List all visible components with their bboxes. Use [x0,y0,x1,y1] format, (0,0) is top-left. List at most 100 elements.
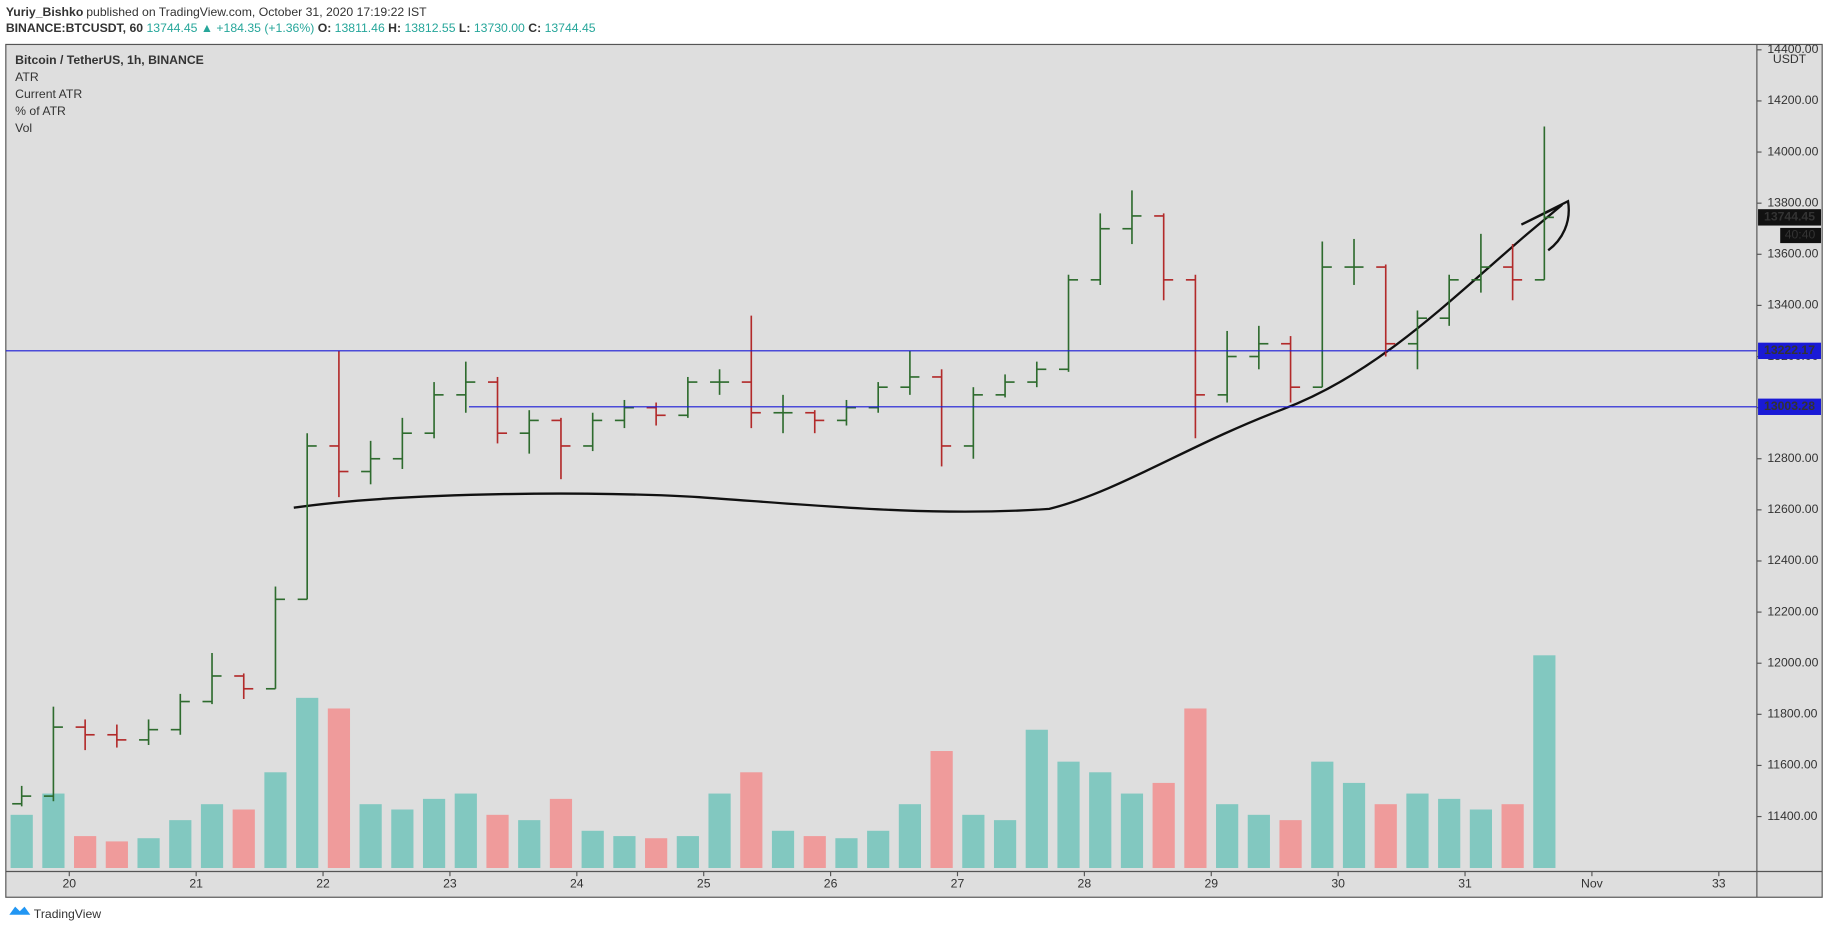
volume-bar [581,830,604,868]
x-tick-label: 30 [1331,877,1345,891]
logo [9,906,31,915]
volume-bar [1216,804,1239,868]
symbol-line: BINANCE:BTCUSDT, 60 13744.45 ▲ +184.35 (… [6,21,596,35]
x-tick-label: 27 [951,877,965,891]
volume-bar [867,830,890,868]
y-tick-label: 13800.00 [1767,195,1818,209]
volume-bar [1279,820,1302,868]
y-tick-label: 12400.00 [1767,553,1818,567]
volume-bar [359,804,382,868]
volume-bar [169,820,192,868]
x-tick-label: 33 [1712,877,1726,891]
volume-bar [1025,729,1048,868]
volume-bar [200,804,224,868]
volume-bar [835,838,858,868]
x-tick-label: 31 [1458,877,1472,891]
volume-bar [708,793,731,868]
header-text: 13744.45 [545,21,596,35]
x-tick-label: 20 [62,877,76,891]
volume-bar [1057,761,1080,868]
level-tag [1758,342,1822,360]
plot-area [5,44,1757,872]
y-tick-label: 14400.00 [1767,42,1818,56]
price-axis [1756,44,1823,872]
volume-bar [1152,782,1175,868]
header-text: BINANCE:BTCUSDT, 60 [6,21,143,35]
y-tick-label: 13400.00 [1767,298,1818,312]
volume-bar [1184,708,1207,868]
volume-bar [1438,798,1461,868]
volume-bar [1247,814,1270,868]
volume-bar [391,809,414,868]
header-text: 13730.00 [474,21,525,35]
countdown-tag [1780,227,1822,244]
volume-bar [486,814,509,868]
x-tick-label: 23 [443,877,457,891]
volume-bar [454,793,477,868]
volume-bar [1311,761,1334,868]
volume-bar [993,820,1017,868]
volume-bar [962,814,985,868]
volume-bar [898,804,922,868]
volume-bar [137,838,160,868]
x-tick-label: 24 [570,877,584,891]
header-text: O: [318,21,332,35]
x-tick-label: 29 [1204,877,1218,891]
volume-bar [1469,809,1493,868]
volume-bar [1120,793,1144,868]
author: Yuriy_Bishko [6,5,83,19]
legend-item: ATR [15,70,39,84]
volume-bar [549,798,573,868]
header-text: L: [459,21,471,35]
header-text: 13744.45 [146,21,197,35]
volume-bar [264,772,287,868]
level-tag [1758,398,1822,415]
header-text: 13811.46 [335,21,385,35]
y-tick-label: 12200.00 [1767,604,1818,618]
y-tick-label: 12000.00 [1767,655,1818,669]
x-tick-label: Nov [1581,877,1604,891]
volume-bar [1501,804,1524,868]
legend-item: Vol [15,121,32,135]
brand: TradingView [34,907,101,921]
y-tick-label: 11600.00 [1767,758,1817,772]
last-label: 13744.45 [1764,210,1815,224]
volume-bar [1374,804,1397,868]
volume-bar [10,814,33,868]
series [10,126,1556,868]
header-text: ▲ +184.35 (+1.36%) [201,21,314,35]
volume-bar [105,841,128,868]
volume-bar [74,836,97,868]
last-tag [1758,209,1822,226]
volume-bar [518,820,541,868]
volume-bar [930,751,953,868]
level-label: 13003.28 [1764,399,1815,413]
currency: USDT [1773,52,1807,66]
volume-bar [1342,782,1366,868]
volume-bar [771,830,795,868]
y-tick-label: 13600.00 [1767,247,1818,261]
volume-bar [803,836,826,868]
volume-bar [1533,655,1556,868]
volume-bar [613,836,636,868]
x-tick-label: 28 [1078,877,1092,891]
time-axis [5,871,1823,898]
published: published on TradingView.com, October 31… [86,5,427,19]
y-tick-label: 14000.00 [1767,144,1818,158]
header-text: C: [528,21,541,35]
header-text: H: [388,21,401,35]
volume-bar [42,793,65,868]
x-tick-label: 26 [824,877,838,891]
y-tick-label: 12800.00 [1767,451,1818,465]
y-tick-label: 11800.00 [1767,707,1817,721]
legend-item: % of ATR [15,104,66,118]
x-tick-label: 25 [697,877,711,891]
legend-item: Current ATR [15,87,82,101]
volume-bar [296,697,319,868]
volume-bar [1089,772,1112,868]
volume-bar [422,798,446,868]
frame [5,43,1823,898]
legend-item: Bitcoin / TetherUS, 1h, BINANCE [15,53,204,67]
